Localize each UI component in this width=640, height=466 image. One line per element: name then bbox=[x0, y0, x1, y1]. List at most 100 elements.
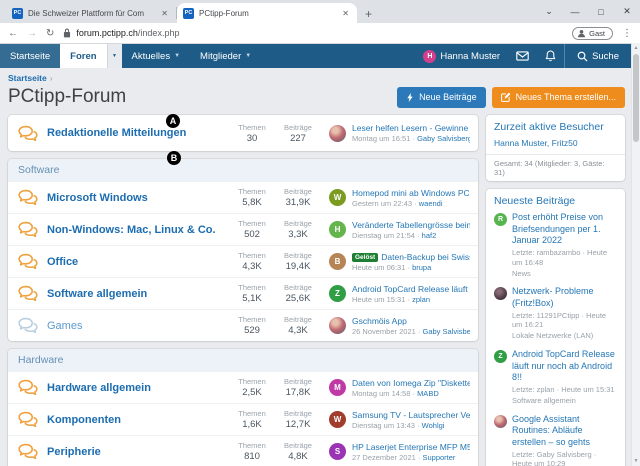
alerts-button[interactable] bbox=[537, 44, 564, 68]
dot-separator: · bbox=[412, 388, 415, 398]
latest-post-link[interactable]: HP Laserjet Enterprise MFP M577 ... bbox=[352, 441, 470, 452]
browser-menu-icon[interactable]: ⋮ bbox=[622, 27, 632, 39]
forum-link[interactable]: Office bbox=[47, 255, 79, 268]
page-scrollbar[interactable]: ▲ ▼ bbox=[631, 43, 640, 466]
annotation-marker-b: B bbox=[167, 151, 181, 165]
new-topic-button[interactable]: Neues Thema erstellen... bbox=[491, 86, 625, 108]
latest-post-avatar[interactable] bbox=[329, 124, 346, 142]
nav-foren[interactable]: Foren ▼ bbox=[60, 44, 122, 68]
forward-icon[interactable]: → bbox=[27, 27, 37, 39]
latest-post-user[interactable]: haf2 bbox=[421, 230, 437, 240]
latest-post-avatar[interactable]: W bbox=[329, 411, 346, 428]
latest-post-avatar[interactable]: M bbox=[329, 379, 346, 396]
forum-icon bbox=[18, 253, 38, 270]
latest-post-link[interactable]: Veränderte Tabellengrösse beim Dr... bbox=[352, 219, 470, 230]
lightning-icon bbox=[406, 92, 414, 103]
close-button[interactable]: ✕ bbox=[623, 6, 631, 16]
post-link[interactable]: Post erhöht Preise von Briefsendungen pe… bbox=[512, 212, 604, 246]
latest-post-user[interactable]: Wohlgi bbox=[421, 420, 445, 430]
scrollbar-thumb[interactable] bbox=[633, 54, 639, 142]
url-path: /index.php bbox=[137, 28, 180, 38]
forum-link[interactable]: Microsoft Windows bbox=[47, 191, 148, 204]
latest-post-link[interactable]: Leser helfen Lesern - Gewinne 100 ... bbox=[352, 123, 470, 133]
themen-count: 5,1K bbox=[242, 293, 262, 304]
forum-link[interactable]: Hardware allgemein bbox=[47, 381, 151, 394]
latest-post-link[interactable]: Android TopCard Release läuft nur ... bbox=[352, 283, 470, 294]
forum-link[interactable]: Peripherie bbox=[47, 445, 101, 458]
tab-close-icon[interactable]: ✕ bbox=[161, 8, 168, 18]
latest-post-user[interactable]: Supporter bbox=[422, 452, 456, 462]
forum-icon bbox=[18, 125, 38, 142]
forum-link[interactable]: Games bbox=[47, 319, 83, 332]
tab-pctipp-forum[interactable]: PC PCtipp-Forum ✕ bbox=[177, 3, 357, 23]
avatar[interactable]: R bbox=[494, 213, 507, 226]
latest-post-avatar[interactable]: B bbox=[329, 253, 346, 270]
latest-post-avatar[interactable]: W bbox=[329, 189, 346, 206]
nav-startseite[interactable]: Startseite bbox=[0, 44, 61, 68]
latest-post-link[interactable]: Daten von Iomega Zip "Diskette" a... bbox=[352, 377, 470, 388]
scroll-down-icon[interactable]: ▼ bbox=[633, 458, 639, 464]
latest-post-user[interactable]: Gaby Salvisberg bbox=[417, 134, 470, 143]
latest-post-avatar[interactable]: Z bbox=[329, 285, 346, 302]
scroll-up-icon[interactable]: ▲ bbox=[633, 45, 639, 51]
forum-link[interactable]: Redaktionelle Mitteilungen bbox=[47, 127, 187, 139]
avatar[interactable]: Z bbox=[494, 349, 507, 363]
latest-post-user[interactable]: MABD bbox=[417, 388, 439, 398]
latest-post-link[interactable]: Samsung TV - Lautsprecher Verstän... bbox=[352, 409, 470, 420]
forum-link[interactable]: Komponenten bbox=[47, 413, 121, 426]
themen-count: 529 bbox=[244, 325, 260, 336]
latest-posts-widget: Neueste Beiträge R Post erhöht Preise vo… bbox=[486, 189, 625, 466]
avatar[interactable] bbox=[494, 414, 507, 428]
themen-label: Themen bbox=[238, 377, 266, 386]
profile-button[interactable]: Gast bbox=[572, 26, 613, 40]
post-link[interactable]: Google Assistant Routines: Abläufe erste… bbox=[512, 413, 591, 447]
tab-close-icon[interactable]: ✕ bbox=[342, 8, 349, 18]
latest-post-avatar[interactable]: H bbox=[329, 221, 346, 238]
search-button[interactable]: Suche bbox=[564, 44, 631, 68]
reload-icon[interactable]: ↻ bbox=[46, 27, 55, 39]
tab-search-icon[interactable]: ⌄ bbox=[545, 6, 553, 16]
beitraege-label: Beiträge bbox=[284, 283, 312, 292]
latest-post-user[interactable]: Gaby Salvisberg bbox=[422, 326, 470, 336]
forum-icon bbox=[18, 379, 38, 396]
avatar[interactable] bbox=[494, 287, 507, 301]
minimize-button[interactable]: — bbox=[570, 6, 580, 17]
url-host: forum.pctipp.ch bbox=[76, 28, 138, 38]
address-input[interactable]: forum.pctipp.ch/index.php bbox=[63, 28, 563, 38]
nav-mitglieder[interactable]: Mitglieder ▼ bbox=[200, 50, 252, 62]
tab-schweizer-plattform[interactable]: PC Die Schweizer Plattform für Com ✕ bbox=[6, 3, 176, 23]
latest-post-user[interactable]: brupa bbox=[412, 262, 432, 272]
post-meta: Letzte: zplan · Heute um 15:31 bbox=[512, 385, 615, 394]
latest-post-avatar[interactable] bbox=[329, 317, 346, 334]
messages-button[interactable] bbox=[508, 44, 537, 68]
latest-post-link[interactable]: Daten-Backup bei Swisscom... bbox=[381, 251, 470, 262]
breadcrumb[interactable]: Startseite › bbox=[8, 73, 53, 83]
post-forum[interactable]: News bbox=[512, 268, 531, 278]
forum-row-redaktionelle-mitteilungen: Redaktionelle Mitteilungen Themen 30 Beit… bbox=[8, 115, 478, 151]
post-link[interactable]: Android TopCard Release läuft nur noch a… bbox=[512, 348, 615, 383]
new-tab-button[interactable]: + bbox=[365, 7, 373, 21]
latest-post-link[interactable]: Homepod mini ab Windows PC un... bbox=[352, 187, 470, 198]
nav-aktuelles[interactable]: Aktuelles ▼ bbox=[131, 50, 181, 62]
user-menu[interactable]: H Hanna Muster bbox=[415, 44, 508, 68]
post-forum[interactable]: Lokale Netzwerke (LAN) bbox=[512, 331, 594, 341]
forum-row-hardware-allgemein: Hardware allgemein Themen 2,5K Beiträge 17… bbox=[8, 371, 478, 403]
latest-post-user[interactable]: waendi bbox=[418, 198, 443, 208]
forum-link[interactable]: Non-Windows: Mac, Linux & Co. bbox=[47, 223, 216, 236]
post-forum[interactable]: Software allgemein bbox=[512, 395, 576, 405]
forum-link[interactable]: Software allgemein bbox=[47, 287, 148, 300]
forum-row-software-allgemein: Software allgemein Themen 5,1K Beiträge 25… bbox=[8, 277, 478, 309]
maximize-button[interactable]: □ bbox=[598, 6, 604, 17]
back-icon[interactable]: ← bbox=[8, 27, 18, 39]
latest-post-avatar[interactable]: S bbox=[329, 443, 346, 460]
chevron-down-icon[interactable]: ▼ bbox=[106, 44, 122, 68]
active-visitor-names[interactable]: Hanna Muster, Fritz50 bbox=[494, 138, 578, 148]
post-link[interactable]: Netzwerk- Probleme (Fritz!Box) bbox=[512, 286, 594, 308]
latest-post-link[interactable]: Gschmöis App bbox=[352, 315, 407, 326]
breadcrumb-arrow-icon: › bbox=[49, 73, 53, 83]
post-meta: Letzte: 11291PCtipp · Heute um 16:21 bbox=[512, 310, 607, 330]
new-posts-button[interactable]: Neue Beiträge bbox=[397, 86, 486, 108]
themen-count: 4,3K bbox=[242, 261, 262, 272]
latest-post-user[interactable]: zplan bbox=[412, 294, 430, 304]
